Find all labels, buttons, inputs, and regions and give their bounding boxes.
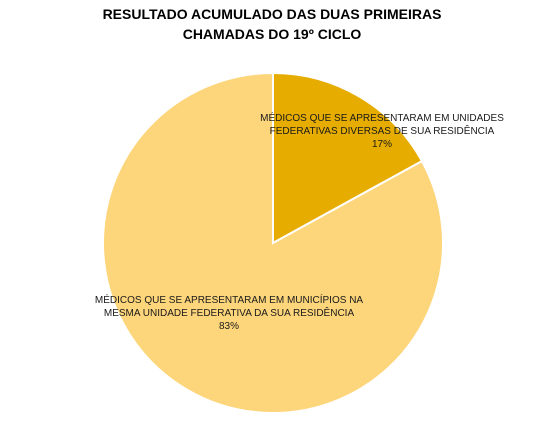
pie-labels: MÉDICOS QUE SE APRESENTARAM EM UNIDADESF… bbox=[95, 111, 504, 332]
pie-slice-2 bbox=[102, 71, 444, 414]
slice-2-label-line-2: MESMA UNIDADE FEDERATIVA DA SUA RESIDÊNC… bbox=[104, 306, 355, 319]
chart-title-line-2: CHAMADAS DO 19º CICLO bbox=[182, 26, 362, 42]
chart-title: RESULTADO ACUMULADO DAS DUAS PRIMEIRAS C… bbox=[0, 4, 544, 44]
slice-2-percent-label: 83% bbox=[219, 321, 239, 332]
chart-title-line-1: RESULTADO ACUMULADO DAS DUAS PRIMEIRAS bbox=[102, 6, 442, 22]
pie-slices bbox=[102, 71, 444, 414]
slice-1-percent-label: 17% bbox=[372, 139, 392, 150]
slice-1-label-line-1: MÉDICOS QUE SE APRESENTARAM EM UNIDADES bbox=[260, 111, 504, 124]
slice-1-label-line-2: FEDERATIVAS DIVERSAS DE SUA RESIDÊNCIA bbox=[270, 124, 495, 137]
pie-slice-1 bbox=[272, 71, 424, 245]
slice-2-label-line-1: MÉDICOS QUE SE APRESENTARAM EM MUNICÍPIO… bbox=[95, 293, 364, 306]
